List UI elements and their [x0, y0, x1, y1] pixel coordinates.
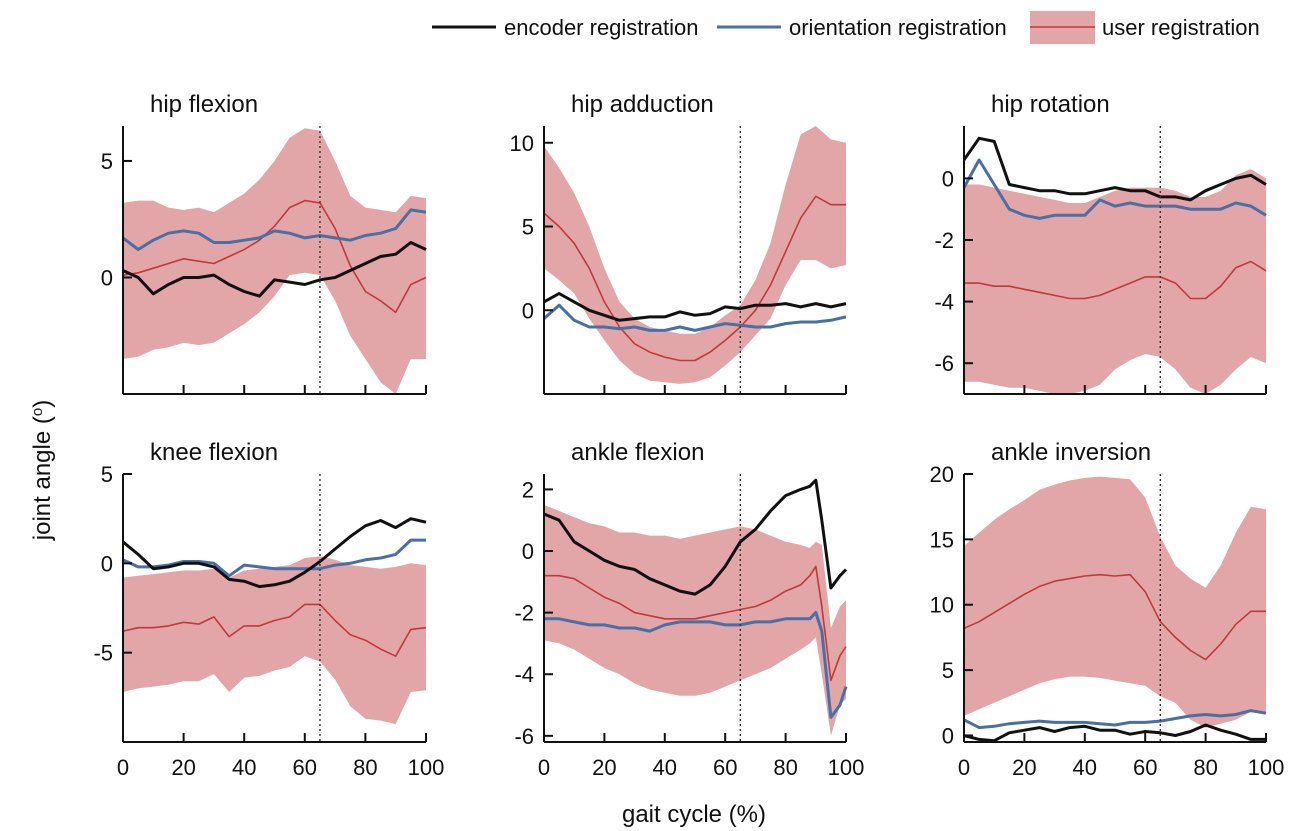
ankle-flexion-title: ankle flexion — [571, 439, 704, 466]
legend-label-user: user registration — [1102, 15, 1260, 40]
knee-flexion-xtick-label-5: 100 — [408, 755, 445, 780]
ankle-inversion-xtick-label-4: 80 — [1193, 755, 1217, 780]
ankle-inversion-ytick-label-0: 0 — [942, 723, 954, 748]
ankle-flexion-ytick-label-4: 2 — [522, 477, 534, 502]
hip-adduction-title: hip adduction — [571, 91, 714, 118]
ankle-flexion-orientation-line — [544, 611, 848, 719]
hip-rotation-ytick-label-2: -2 — [934, 228, 954, 253]
legend-label-encoder: encoder registration — [504, 15, 698, 40]
hip-adduction-ytick-label-0: 0 — [522, 298, 534, 323]
ankle-flexion-xtick-label-4: 80 — [773, 755, 797, 780]
legend-label-orientation: orientation registration — [789, 15, 1007, 40]
ankle-flexion-ytick-label-2: -2 — [514, 601, 534, 626]
hip-flexion-ytick-label-1: 5 — [101, 149, 113, 174]
ankle-flexion-xtick-label-0: 0 — [538, 755, 550, 780]
knee-flexion-user-band — [123, 556, 426, 725]
ankle-flexion-user-band — [544, 504, 846, 736]
knee-flexion-ytick-label-1: 0 — [101, 551, 113, 576]
panels: 0 5 hip flexion 0 5 10 hip adduction -6 -4 -2 0 hip… — [93, 91, 1284, 780]
hip-flexion-user-band — [123, 128, 426, 395]
hip-adduction-ytick-label-2: 10 — [510, 131, 534, 156]
knee-flexion-encoder-line — [122, 517, 427, 589]
knee-flexion-ytick-label-2: 5 — [101, 462, 113, 487]
legend: encoder registration orientation registr… — [432, 11, 1260, 44]
ankle-flexion-xtick-label-1: 20 — [592, 755, 616, 780]
x-axis-label: gait cycle (%) — [622, 801, 766, 828]
ankle-inversion-xtick-label-3: 60 — [1133, 755, 1157, 780]
knee-flexion-ytick-label-0: -5 — [93, 641, 113, 666]
ankle-inversion-ytick-label-3: 15 — [930, 527, 954, 552]
hip-adduction-user-band — [544, 126, 846, 384]
knee-flexion-orientation-line — [122, 538, 426, 578]
hip-rotation-ytick-label-1: -4 — [934, 290, 954, 315]
y-axis-label: joint angle (o) — [29, 400, 57, 541]
ankle-inversion-encoder-line — [963, 723, 1266, 743]
hip-flexion-ytick-label-0: 0 — [101, 265, 113, 290]
knee-flexion-xtick-label-2: 40 — [232, 755, 256, 780]
ankle-inversion-ytick-label-2: 10 — [930, 593, 954, 618]
hip-adduction-orientation-line — [543, 303, 847, 332]
ankle-inversion-title: ankle inversion — [991, 439, 1151, 466]
hip-flexion-orientation-line — [122, 208, 427, 251]
hip-flexion-title: hip flexion — [150, 91, 258, 118]
y-axis-label-close: ) — [29, 400, 56, 408]
ankle-flexion-xtick-label-5: 100 — [828, 755, 865, 780]
knee-flexion-xtick-label-4: 80 — [353, 755, 377, 780]
knee-flexion-xtick-label-3: 60 — [293, 755, 317, 780]
panel-hip-adduction: 0 5 10 hip adduction — [510, 91, 847, 395]
hip-rotation-orientation-line — [962, 158, 1267, 220]
ankle-inversion-xtick-label-1: 20 — [1012, 755, 1036, 780]
ankle-flexion-ytick-label-3: 0 — [522, 539, 534, 564]
panel-knee-flexion: -5 0 5 0 20 40 60 80 100 knee flexion — [93, 439, 444, 780]
hip-adduction-encoder-line — [543, 292, 847, 322]
hip-adduction-ytick-label-1: 5 — [522, 215, 534, 240]
hip-rotation-ytick-label-3: 0 — [942, 166, 954, 191]
panel-ankle-inversion: 0 5 10 15 20 0 20 40 60 80 100 ankle inversion — [930, 439, 1285, 780]
ankle-flexion-xtick-label-2: 40 — [653, 755, 677, 780]
hip-adduction-user-line — [543, 195, 846, 362]
ankle-inversion-xtick-label-0: 0 — [958, 755, 970, 780]
ankle-inversion-xtick-label-2: 40 — [1073, 755, 1097, 780]
hip-rotation-ytick-label-0: -6 — [934, 351, 954, 376]
ankle-flexion-ytick-label-1: -4 — [514, 662, 534, 687]
knee-flexion-xtick-label-1: 20 — [171, 755, 195, 780]
hip-rotation-user-band — [964, 169, 1266, 394]
knee-flexion-title: knee flexion — [150, 439, 278, 466]
ankle-inversion-ytick-label-1: 5 — [942, 658, 954, 683]
knee-flexion-xtick-label-0: 0 — [117, 755, 129, 780]
ankle-inversion-ytick-label-4: 20 — [930, 462, 954, 487]
ankle-flexion-user-line — [544, 565, 847, 682]
ankle-flexion-encoder-line — [543, 478, 848, 596]
y-axis-label-base: joint angle ( — [29, 416, 56, 541]
ankle-inversion-user-line — [963, 573, 1266, 661]
ankle-inversion-xtick-label-5: 100 — [1248, 755, 1285, 780]
hip-rotation-title: hip rotation — [991, 91, 1110, 118]
ankle-inversion-orientation-line — [963, 709, 1267, 730]
y-axis-label-sup: o — [29, 408, 46, 416]
ankle-flexion-xtick-label-3: 60 — [713, 755, 737, 780]
hip-flexion-user-line — [122, 199, 427, 314]
panel-hip-rotation: -6 -4 -2 0 hip rotation — [934, 91, 1267, 395]
ankle-flexion-ytick-label-0: -6 — [514, 724, 534, 749]
hip-flexion-encoder-line — [122, 241, 427, 298]
panel-hip-flexion: 0 5 hip flexion — [101, 91, 427, 395]
hip-rotation-encoder-line — [962, 136, 1267, 202]
knee-flexion-user-line — [122, 603, 427, 658]
hip-rotation-user-line — [964, 260, 1267, 300]
ankle-inversion-user-band — [964, 476, 1266, 728]
